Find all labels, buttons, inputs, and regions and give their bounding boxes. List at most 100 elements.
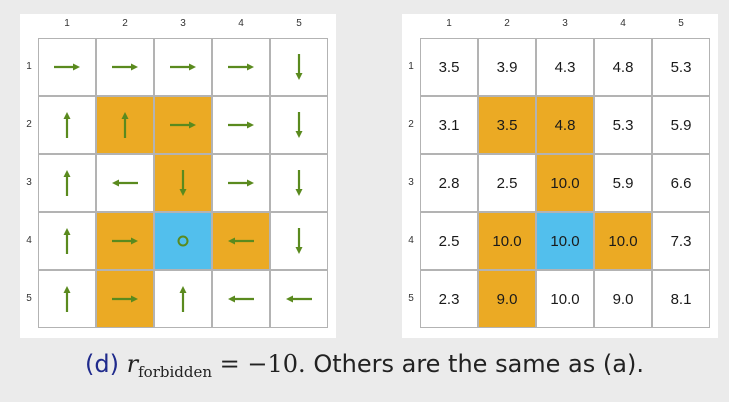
- value-row-label: 3: [408, 177, 414, 188]
- value-col-label: 2: [504, 18, 510, 29]
- value-col-label: 1: [446, 18, 452, 29]
- state-value: 10.0: [550, 174, 580, 192]
- arrow-up-icon: [179, 286, 187, 312]
- policy-row-label: 2: [26, 119, 32, 130]
- caption-rest: Others are the same as (a).: [313, 350, 644, 378]
- policy-cell: [38, 96, 96, 154]
- policy-cell: [38, 154, 96, 212]
- value-row-label: 5: [408, 293, 414, 304]
- arrow-right-icon: [228, 179, 254, 187]
- arrow-up-icon: [63, 228, 71, 254]
- arrow-down-icon: [295, 54, 303, 80]
- state-value: 3.5: [496, 116, 518, 134]
- state-value: 4.8: [612, 58, 634, 76]
- value-cell: 3.5: [420, 38, 478, 96]
- value-cell: 3.1: [420, 96, 478, 154]
- value-cell-forbidden: 3.5: [478, 96, 536, 154]
- policy-cell: [212, 270, 270, 328]
- policy-cell-forbidden: [154, 96, 212, 154]
- policy-row-label: 4: [26, 235, 32, 246]
- state-value: 3.1: [438, 116, 460, 134]
- arrow-up-icon: [63, 112, 71, 138]
- state-value: 5.9: [612, 174, 634, 192]
- arrow-right-icon: [112, 63, 138, 71]
- arrow-left-icon: [228, 295, 254, 303]
- policy-cell-forbidden: [96, 96, 154, 154]
- policy-col-label: 3: [180, 18, 186, 29]
- figure-caption: (d) rforbidden = −10. Others are the sam…: [0, 350, 729, 381]
- value-cell: 2.8: [420, 154, 478, 212]
- state-value: 2.8: [438, 174, 460, 192]
- policy-cell: [96, 38, 154, 96]
- value-col-label: 3: [562, 18, 568, 29]
- stay-circle-icon: [177, 235, 189, 247]
- value-cell: 7.3: [652, 212, 710, 270]
- caption-label: (d): [85, 350, 119, 378]
- state-value: 7.3: [670, 232, 692, 250]
- value-cell: 3.9: [478, 38, 536, 96]
- policy-cell: [212, 154, 270, 212]
- state-value: 2.3: [438, 290, 460, 308]
- arrow-down-icon: [295, 228, 303, 254]
- value-cell: 4.3: [536, 38, 594, 96]
- arrow-right-icon: [112, 237, 138, 245]
- policy-cell-forbidden: [154, 154, 212, 212]
- policy-col-label: 2: [122, 18, 128, 29]
- state-value-grid-panel: 1 2 3 4 5 1 2 3 4 5 3.5 3.9 4.3 4.8 5.3 3.1 3.5 4.8 5.3 5.9…: [402, 14, 718, 338]
- policy-cell: [270, 270, 328, 328]
- value-cell: 2.5: [478, 154, 536, 212]
- state-value: 10.0: [550, 232, 580, 250]
- arrow-right-icon: [228, 63, 254, 71]
- policy-cell-forbidden: [96, 270, 154, 328]
- policy-row-label: 1: [26, 61, 32, 72]
- policy-col-label: 5: [296, 18, 302, 29]
- policy-cell: [154, 38, 212, 96]
- value-cell-forbidden: 9.0: [478, 270, 536, 328]
- policy-cell: [270, 212, 328, 270]
- state-value: 9.0: [496, 290, 518, 308]
- arrow-right-icon: [170, 121, 196, 129]
- value-col-label: 5: [678, 18, 684, 29]
- state-value: 6.6: [670, 174, 692, 192]
- arrow-down-icon: [295, 112, 303, 138]
- value-row-label: 4: [408, 235, 414, 246]
- state-value: 5.3: [670, 58, 692, 76]
- value-cell: 8.1: [652, 270, 710, 328]
- caption-symbol: r: [126, 350, 139, 378]
- policy-col-label: 4: [238, 18, 244, 29]
- state-value: 4.3: [554, 58, 576, 76]
- value-cell: 4.8: [594, 38, 652, 96]
- state-value: 4.8: [554, 116, 576, 134]
- value-cell: 5.3: [652, 38, 710, 96]
- policy-cell: [38, 270, 96, 328]
- state-value: 3.5: [438, 58, 460, 76]
- state-value: 10.0: [608, 232, 638, 250]
- value-cell: 5.9: [652, 96, 710, 154]
- policy-cell: [212, 96, 270, 154]
- arrow-down-icon: [179, 170, 187, 196]
- arrow-right-icon: [228, 121, 254, 129]
- policy-cell-target: [154, 212, 212, 270]
- arrow-right-icon: [54, 63, 80, 71]
- arrow-right-icon: [170, 63, 196, 71]
- state-value: 8.1: [670, 290, 692, 308]
- policy-cell: [270, 38, 328, 96]
- policy-cell: [270, 154, 328, 212]
- value-row-label: 2: [408, 119, 414, 130]
- value-col-label: 4: [620, 18, 626, 29]
- value-cell: 5.3: [594, 96, 652, 154]
- state-value: 3.9: [496, 58, 518, 76]
- state-value: 5.9: [670, 116, 692, 134]
- policy-cell-forbidden: [212, 212, 270, 270]
- value-cell: 6.6: [652, 154, 710, 212]
- arrow-down-icon: [295, 170, 303, 196]
- value-cell: 2.5: [420, 212, 478, 270]
- value-cell: 2.3: [420, 270, 478, 328]
- value-cell: 5.9: [594, 154, 652, 212]
- state-value: 10.0: [550, 290, 580, 308]
- arrow-left-icon: [286, 295, 312, 303]
- policy-cell: [270, 96, 328, 154]
- state-value: 2.5: [438, 232, 460, 250]
- policy-row-label: 5: [26, 293, 32, 304]
- state-value: 9.0: [612, 290, 634, 308]
